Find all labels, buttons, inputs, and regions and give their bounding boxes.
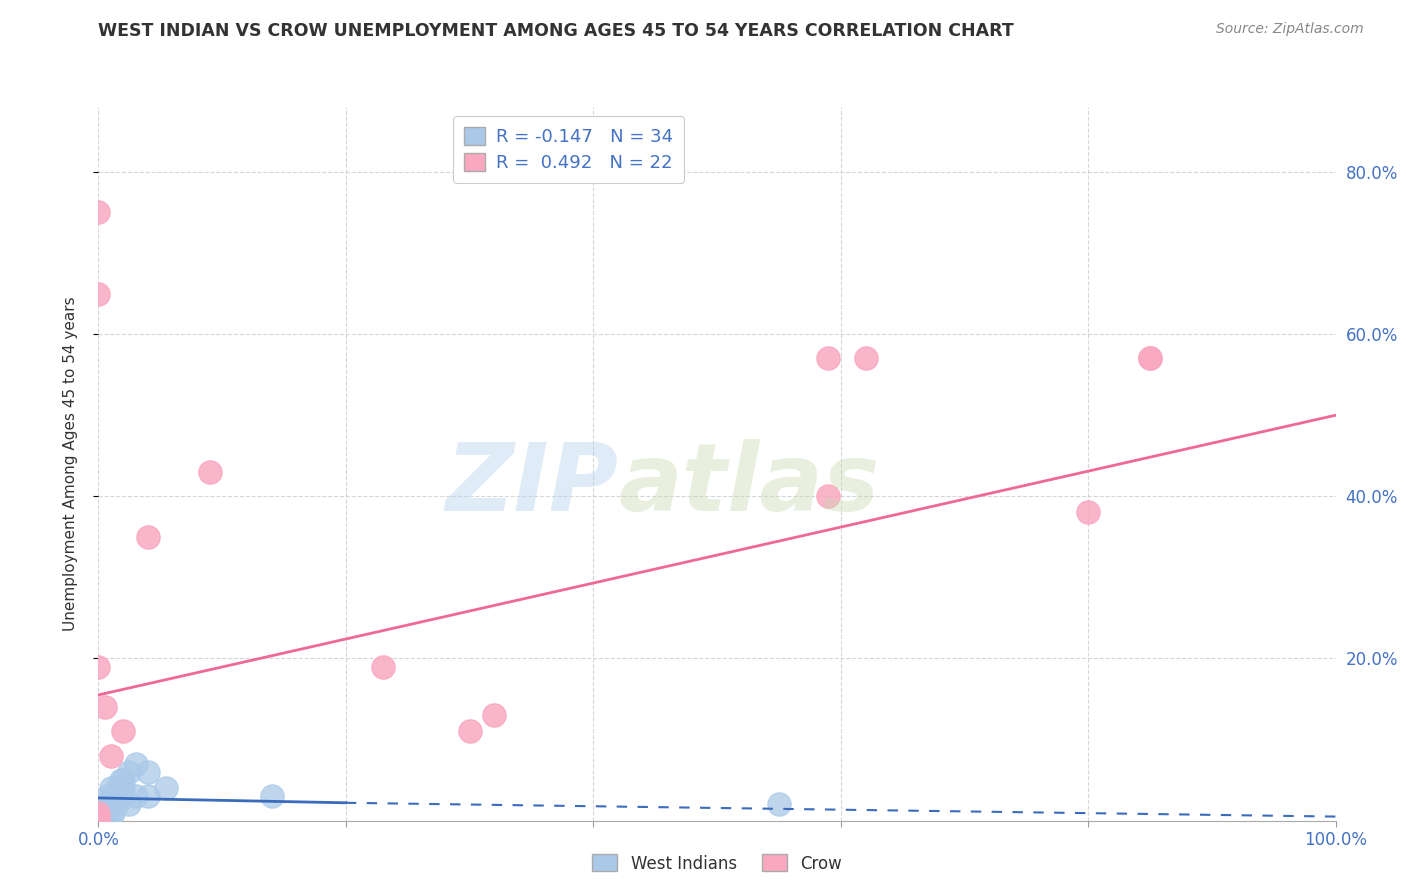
Point [105,797,128,812]
Point [97,797,120,812]
Text: atlas: atlas [619,439,879,532]
Point [155,781,177,796]
Point [93,700,115,714]
Text: Source: ZipAtlas.com: Source: ZipAtlas.com [1216,22,1364,37]
Point [103,805,125,820]
Point [87,809,110,823]
Point [118,797,141,812]
Point [124,789,146,804]
Point [87,205,110,219]
Point [100,805,122,820]
Point [371,659,394,673]
Point [87,814,110,828]
Point [124,756,146,771]
Point [817,489,839,503]
Point [1139,351,1161,366]
Point [87,809,110,823]
Text: ZIP: ZIP [446,439,619,532]
Point [768,797,790,812]
Point [112,789,135,804]
Point [87,814,110,828]
Point [105,781,128,796]
Point [1139,351,1161,366]
Point [87,286,110,301]
Point [136,764,159,779]
Point [100,797,122,812]
Point [93,809,115,823]
Point [198,465,221,479]
Point [87,805,110,820]
Point [260,789,283,804]
Point [100,748,122,763]
Text: WEST INDIAN VS CROW UNEMPLOYMENT AMONG AGES 45 TO 54 YEARS CORRELATION CHART: WEST INDIAN VS CROW UNEMPLOYMENT AMONG A… [98,22,1014,40]
Point [87,814,110,828]
Point [87,814,110,828]
Point [136,530,159,544]
Point [855,351,877,366]
Point [87,814,110,828]
Point [112,724,135,739]
Point [93,805,115,820]
Y-axis label: Unemployment Among Ages 45 to 54 years: Unemployment Among Ages 45 to 54 years [63,296,77,632]
Point [87,805,110,820]
Point [87,814,110,828]
Legend: R = -0.147   N = 34, R =  0.492   N = 22: R = -0.147 N = 34, R = 0.492 N = 22 [453,116,685,183]
Point [112,773,135,788]
Legend: West Indians, Crow: West Indians, Crow [586,847,848,880]
Point [112,781,135,796]
Point [87,809,110,823]
Point [87,807,110,822]
Point [87,814,110,828]
Point [110,773,132,788]
Point [87,659,110,673]
Point [100,781,122,796]
Point [118,764,141,779]
Point [100,789,122,804]
Point [458,724,481,739]
Point [817,351,839,366]
Point [136,789,159,804]
Point [1077,506,1099,520]
Point [87,814,110,828]
Point [97,789,120,804]
Point [87,814,110,828]
Point [484,708,506,723]
